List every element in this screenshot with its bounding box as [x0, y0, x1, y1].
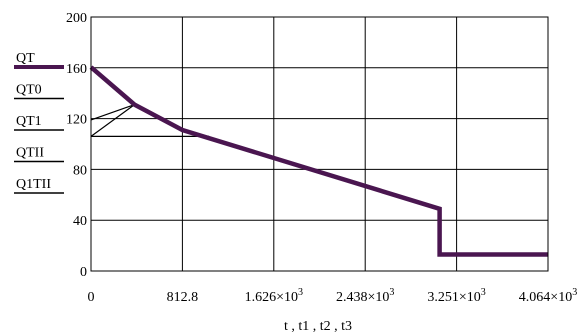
y-axis-ticks: 0 40 80 120 160 200 — [66, 11, 87, 280]
x-tick-label: 812.8 — [167, 290, 199, 305]
legend-item: QT0 — [14, 83, 64, 100]
legend-item: QTII — [14, 146, 64, 163]
legend-item: QT1 — [14, 114, 64, 131]
x-tick-label: 4.064×103 — [519, 287, 577, 305]
legend: QT QT0 QT1 QTII Q1TII — [14, 51, 64, 194]
legend-label: Q1TII — [16, 177, 51, 192]
legend-item: QT — [14, 51, 64, 69]
legend-label: QT — [16, 51, 35, 66]
plot-frame — [90, 16, 549, 272]
series-line-qt — [89, 65, 548, 257]
y-tick-label: 120 — [66, 113, 87, 128]
legend-label: QT0 — [16, 83, 42, 98]
grid — [90, 16, 549, 272]
y-tick-label: 0 — [80, 265, 87, 280]
x-axis-label: t , t1 , t2 , t3 — [284, 319, 352, 334]
y-tick-label: 40 — [73, 214, 87, 229]
x-tick-label: 3.251×103 — [427, 287, 485, 305]
series-layer — [89, 65, 548, 257]
y-tick-label: 200 — [66, 11, 87, 26]
legend-item: Q1TII — [14, 177, 64, 194]
series-line-qt1 — [90, 104, 135, 137]
legend-label: QTII — [16, 146, 44, 161]
legend-label: QT1 — [16, 114, 42, 129]
y-tick-label: 80 — [73, 163, 87, 178]
y-tick-label: 160 — [66, 62, 87, 77]
x-tick-label: 1.626×103 — [245, 287, 303, 305]
x-axis-ticks: 0 812.8 1.626×103 2.438×103 3.251×103 4.064×1… — [88, 287, 578, 305]
x-tick-label: 0 — [88, 290, 95, 305]
x-tick-label: 2.438×103 — [336, 287, 394, 305]
